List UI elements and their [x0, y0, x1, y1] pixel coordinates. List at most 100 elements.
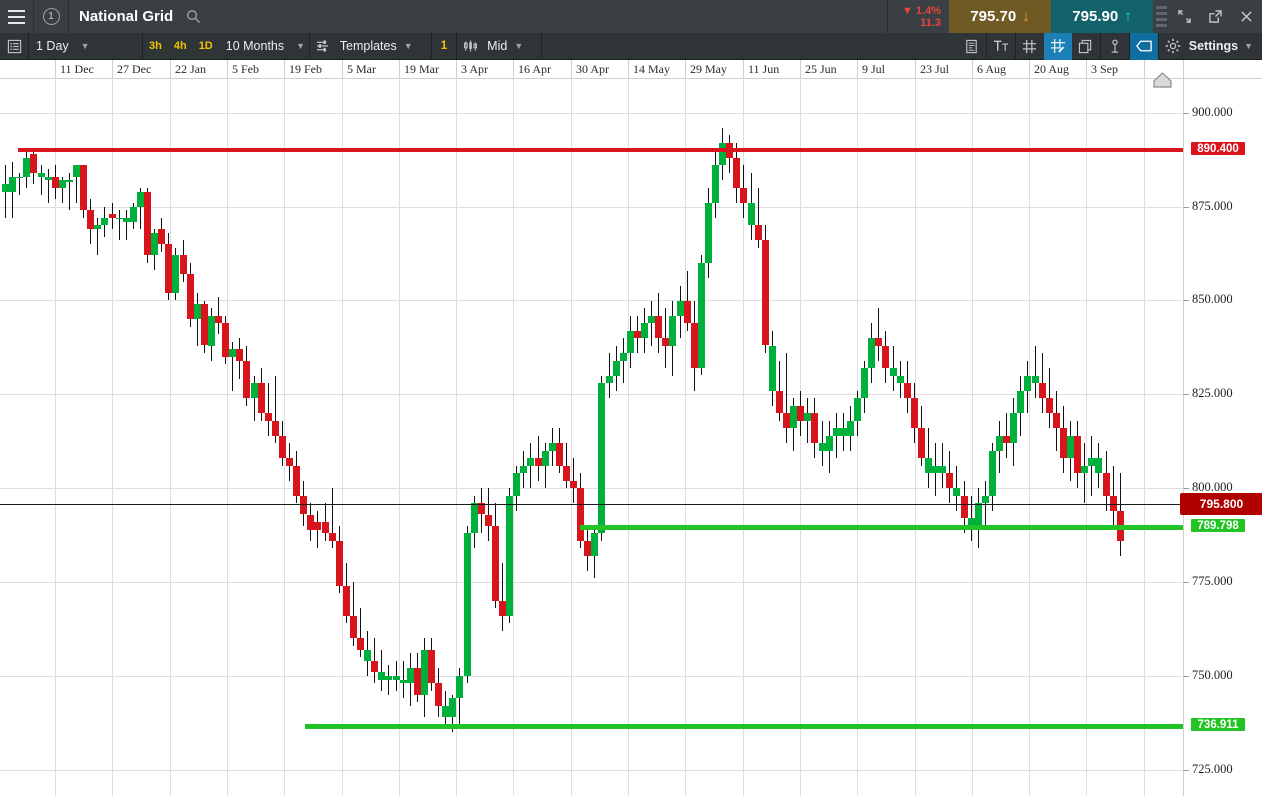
- hamburger-menu-icon[interactable]: [0, 0, 33, 33]
- date-tick: [399, 60, 400, 79]
- chart-plot-area[interactable]: [0, 79, 1183, 796]
- candle-body: [172, 255, 180, 293]
- candlestick: [250, 79, 258, 796]
- current-price-line[interactable]: [0, 504, 1183, 505]
- close-button[interactable]: [1231, 0, 1262, 33]
- candlestick: [825, 79, 833, 796]
- candlestick: [58, 79, 66, 796]
- candlestick: [626, 79, 634, 796]
- scale-icon[interactable]: [958, 33, 986, 60]
- candle-wick: [573, 458, 574, 504]
- candle-body: [321, 522, 329, 534]
- candlestick: [222, 79, 230, 796]
- support-badge-1[interactable]: 789.798: [1189, 517, 1247, 534]
- chart-list-icon[interactable]: [0, 33, 28, 60]
- candlestick: [342, 79, 350, 796]
- candle-body: [349, 615, 357, 639]
- timeframe-3h-button[interactable]: 3h: [149, 40, 162, 52]
- candlestick: [442, 79, 450, 796]
- candle-body: [527, 458, 535, 466]
- candlestick: [676, 79, 684, 796]
- restore-button[interactable]: [1200, 0, 1231, 33]
- candle-body: [925, 458, 932, 474]
- price-tick-label: 875.000: [1192, 199, 1233, 213]
- date-tick-label: 5 Feb: [232, 62, 259, 76]
- ask-button[interactable]: 795.90 ↑: [1051, 0, 1153, 33]
- support-line-1[interactable]: [580, 525, 1183, 530]
- chart-count-button[interactable]: 1: [440, 40, 448, 52]
- candle-body: [1088, 458, 1096, 466]
- date-tick: [972, 60, 973, 79]
- candlestick: [740, 79, 748, 796]
- support-badge-2[interactable]: 736.911: [1189, 716, 1247, 733]
- resistance-badge[interactable]: 890.400: [1189, 140, 1247, 157]
- support-line-2[interactable]: [305, 724, 1183, 729]
- candlestick: [506, 79, 514, 796]
- drag-grip-handle[interactable]: [1153, 0, 1169, 33]
- candle-body: [335, 540, 343, 586]
- interval-dropdown[interactable]: 1 Day ▼: [29, 33, 142, 60]
- account-badge[interactable]: 1: [34, 0, 68, 33]
- alert-icon[interactable]: [1101, 33, 1129, 60]
- candle-body: [513, 473, 521, 496]
- candlestick: [1017, 79, 1025, 796]
- candle-wick: [76, 165, 77, 203]
- chevron-down-icon: ▼: [296, 41, 306, 51]
- tag-icon[interactable]: [1129, 32, 1158, 60]
- layers-icon[interactable]: [1072, 33, 1100, 60]
- sliders-icon[interactable]: [310, 33, 338, 60]
- candlestick: [293, 79, 301, 796]
- range-dropdown[interactable]: 10 Months ▼: [219, 33, 309, 60]
- price-type-dropdown[interactable]: Mid ▼: [485, 33, 541, 60]
- candlestick: [726, 79, 734, 796]
- timeframe-1d-button[interactable]: 1D: [198, 40, 213, 52]
- candlestick: [1088, 79, 1096, 796]
- candle-body: [456, 675, 464, 699]
- settings-dropdown-arrow[interactable]: ▼: [1242, 33, 1262, 60]
- chart-home-marker-icon[interactable]: [1152, 72, 1173, 88]
- candle-body: [676, 300, 684, 316]
- date-tick-label: 3 Apr: [461, 62, 488, 76]
- candle-wick: [487, 488, 489, 541]
- candlestick: [598, 79, 606, 796]
- chevron-down-icon: ▼: [403, 41, 413, 51]
- bid-button[interactable]: 795.70 ↓: [949, 0, 1051, 33]
- candlestick: [80, 79, 88, 796]
- candlestick: [243, 79, 251, 796]
- candlestick: [321, 79, 329, 796]
- price-change-block: ▼ 1.4% 11.3: [887, 0, 949, 33]
- search-icon[interactable]: [182, 0, 204, 33]
- candlestick-icon[interactable]: [457, 33, 485, 60]
- resistance-line[interactable]: [18, 148, 1183, 152]
- candle-body: [229, 349, 237, 357]
- divider: [456, 32, 458, 60]
- candlestick: [577, 79, 585, 796]
- grid-icon[interactable]: [1016, 33, 1044, 60]
- timeframe-4h-button[interactable]: 4h: [173, 40, 187, 52]
- candlestick: [832, 79, 840, 796]
- date-axis[interactable]: 11 Dec 27 Dec 22 Jan 5 Feb 19 Feb 5 Mar 19 Mar…: [0, 60, 1262, 79]
- gear-icon[interactable]: [1159, 33, 1187, 60]
- price-axis[interactable]: 900.000 875.000 850.000 825.000 800.000 775.0…: [1180, 60, 1262, 796]
- candle-body: [1059, 428, 1067, 459]
- last-price-badge[interactable]: 795.800: [1180, 493, 1262, 515]
- candlestick: [527, 79, 535, 796]
- candle-body: [399, 679, 407, 684]
- text-tool-icon[interactable]: [987, 33, 1015, 60]
- candle-body: [264, 413, 272, 421]
- candle-body: [825, 435, 833, 451]
- minimize-button[interactable]: [1169, 0, 1200, 33]
- templates-dropdown[interactable]: Templates ▼: [338, 33, 431, 60]
- candle-body: [520, 465, 528, 474]
- horizontal-gridline: [0, 488, 1183, 489]
- candlestick: [584, 79, 592, 796]
- vertical-gridline: [513, 79, 514, 796]
- candle-body: [491, 525, 499, 601]
- drawing-tool-icon[interactable]: [1043, 32, 1072, 60]
- candlestick: [910, 79, 918, 796]
- candle-body: [222, 323, 230, 357]
- candle-wick: [5, 165, 6, 218]
- candlestick: [633, 79, 641, 796]
- settings-button[interactable]: Settings: [1187, 33, 1242, 60]
- candlestick: [903, 79, 911, 796]
